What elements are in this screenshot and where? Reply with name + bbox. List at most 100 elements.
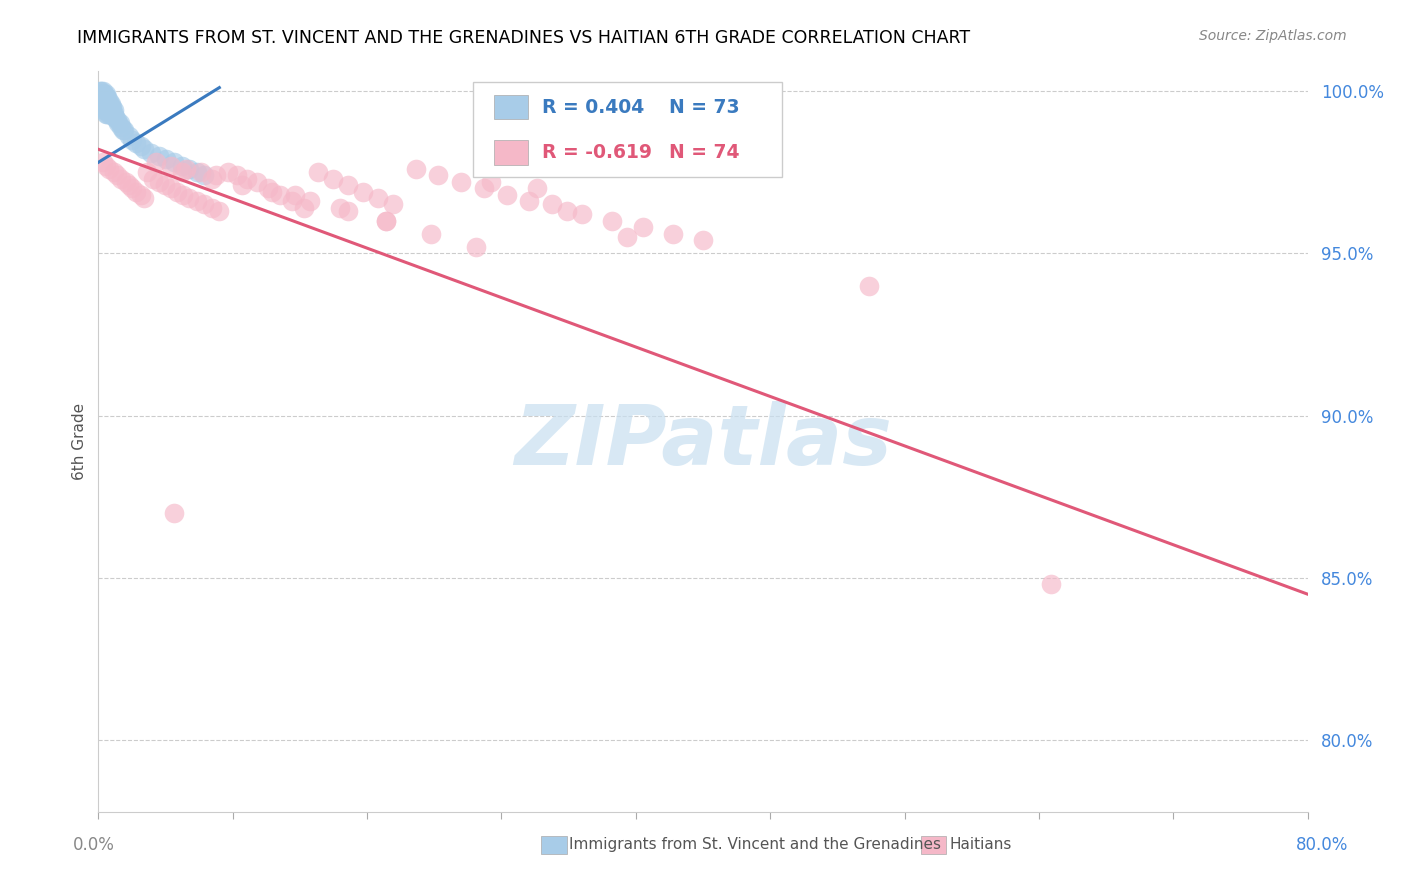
Point — [91, 96, 114, 111]
Point — [94, 100, 117, 114]
Point — [186, 165, 208, 179]
Point — [170, 159, 193, 173]
Point — [103, 110, 125, 124]
Point — [103, 165, 125, 179]
Point — [336, 204, 359, 219]
Point — [163, 506, 186, 520]
Point — [90, 87, 112, 101]
Point — [91, 155, 114, 169]
Point — [96, 96, 118, 111]
Point — [110, 120, 132, 134]
Point — [517, 194, 540, 209]
Point — [100, 106, 122, 120]
Point — [93, 90, 115, 104]
Point — [256, 181, 278, 195]
Point — [96, 90, 118, 104]
Point — [101, 100, 124, 114]
Text: 80.0%: 80.0% — [1295, 836, 1348, 854]
Bar — [494, 95, 527, 120]
Point — [91, 84, 114, 98]
Point — [292, 201, 315, 215]
Point — [148, 149, 170, 163]
Point — [367, 191, 389, 205]
Point — [179, 161, 201, 176]
Point — [1039, 577, 1062, 591]
Point — [142, 171, 165, 186]
Point — [284, 187, 307, 202]
Point — [226, 168, 249, 182]
Point — [93, 94, 115, 108]
Point — [118, 178, 141, 192]
Point — [336, 178, 359, 192]
Point — [121, 181, 143, 195]
Point — [90, 84, 112, 98]
Point — [170, 165, 193, 179]
Point — [105, 113, 128, 128]
Point — [91, 90, 114, 104]
Point — [526, 181, 548, 195]
Point — [246, 175, 269, 189]
Point — [450, 175, 472, 189]
Text: R = 0.404: R = 0.404 — [543, 98, 644, 117]
Point — [129, 187, 152, 202]
Point — [374, 213, 396, 227]
Point — [155, 152, 177, 166]
Point — [94, 90, 117, 104]
Point — [201, 171, 224, 186]
Point — [98, 100, 121, 114]
Point — [208, 204, 231, 219]
Text: IMMIGRANTS FROM ST. VINCENT AND THE GRENADINES VS HAITIAN 6TH GRADE CORRELATION : IMMIGRANTS FROM ST. VINCENT AND THE GREN… — [77, 29, 970, 47]
Point — [112, 123, 135, 137]
Point — [103, 106, 125, 120]
Point — [217, 165, 239, 179]
Point — [858, 278, 880, 293]
Point — [235, 171, 257, 186]
Point — [93, 87, 115, 101]
Point — [108, 116, 131, 130]
Text: 0.0%: 0.0% — [73, 836, 115, 854]
Point — [352, 185, 374, 199]
Point — [231, 178, 253, 192]
Point — [153, 178, 176, 192]
Point — [89, 87, 111, 101]
Point — [602, 213, 624, 227]
Point — [179, 191, 201, 205]
Point — [118, 129, 141, 144]
Point — [93, 103, 115, 118]
Point — [145, 155, 167, 169]
Point — [125, 185, 148, 199]
Point — [93, 96, 115, 111]
Point — [193, 197, 215, 211]
Point — [96, 103, 118, 118]
Point — [382, 197, 405, 211]
Point — [148, 175, 170, 189]
Point — [89, 84, 111, 98]
Point — [91, 90, 114, 104]
Y-axis label: 6th Grade: 6th Grade — [72, 403, 87, 480]
Point — [107, 116, 129, 130]
Point — [91, 94, 114, 108]
Point — [98, 161, 121, 176]
Point — [110, 171, 132, 186]
Point — [98, 103, 121, 118]
Text: N = 73: N = 73 — [669, 98, 740, 117]
Point — [111, 123, 134, 137]
Point — [98, 94, 121, 108]
Point — [427, 168, 450, 182]
Point — [94, 96, 117, 111]
Point — [91, 94, 114, 108]
Point — [121, 132, 143, 146]
Point — [114, 175, 136, 189]
Point — [307, 165, 329, 179]
Point — [661, 227, 683, 241]
Point — [172, 187, 194, 202]
Point — [105, 168, 128, 182]
Point — [281, 194, 304, 209]
Point — [160, 181, 183, 195]
Point — [100, 103, 122, 118]
Point — [96, 94, 118, 108]
Point — [93, 94, 115, 108]
Point — [101, 106, 124, 120]
Point — [132, 142, 155, 156]
Point — [193, 168, 215, 182]
